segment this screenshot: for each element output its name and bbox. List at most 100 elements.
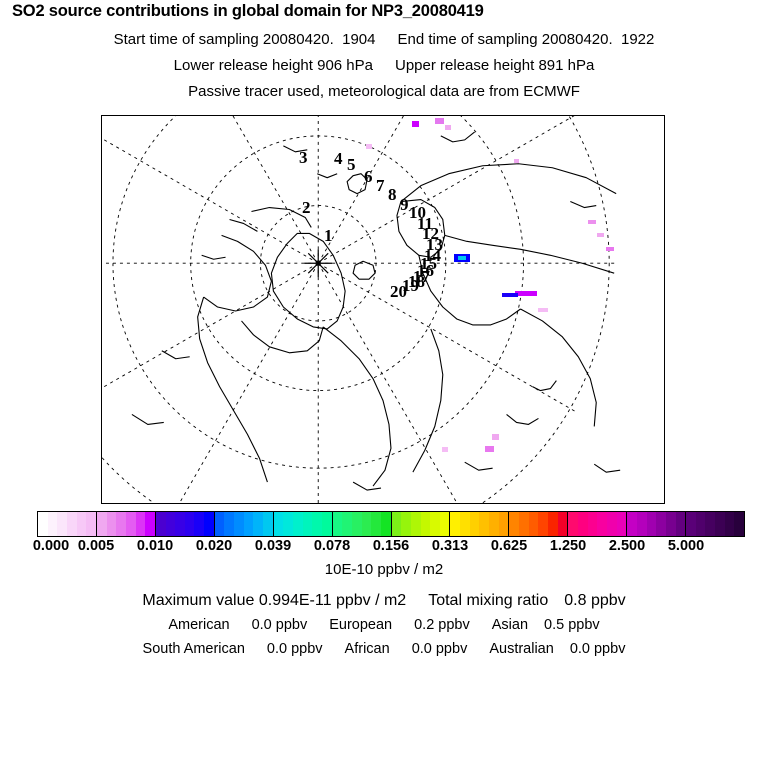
colorbar-step <box>116 512 126 536</box>
colorbar-step <box>312 512 322 536</box>
upper-release-value: 891 hPa <box>538 57 595 74</box>
colorbar-block-3 <box>214 512 274 536</box>
plume-cell-2 <box>445 125 451 130</box>
colorbar-step <box>538 512 548 536</box>
sampling-time-line: Start time of sampling 20080420. 1904 End… <box>0 31 768 48</box>
colorbar-step <box>548 512 558 536</box>
colorbar-tick-8: 0.625 <box>490 538 528 554</box>
coastlines <box>131 131 621 491</box>
colorbar-step <box>38 512 48 536</box>
colorbar-step <box>243 512 254 536</box>
trajectory-label-7: 7 <box>376 176 385 195</box>
plume-cell-13 <box>492 434 499 440</box>
colorbar[interactable] <box>37 511 745 537</box>
colorbar-step <box>627 512 637 536</box>
plume-cell-3 <box>366 144 372 149</box>
colorbar-step <box>204 512 214 536</box>
colorbar-step <box>715 512 725 536</box>
colorbar-step <box>253 512 264 536</box>
colorbar-tick-4: 0.039 <box>254 538 292 554</box>
colorbar-tick-1: 0.005 <box>77 538 115 554</box>
polar-map-plot[interactable]: 1 2 3 4 5 6 7 8 9 10 11 12 13 14 15 16 17 18 19 20 <box>101 115 665 504</box>
colorbar-step <box>686 512 696 536</box>
colorbar-step <box>498 512 509 536</box>
colorbar-step <box>489 512 499 536</box>
colorbar-step <box>302 512 313 536</box>
colorbar-step <box>606 512 617 536</box>
max-value-label: Maximum value <box>142 592 255 609</box>
region-label-asian: Asian <box>491 617 529 633</box>
lower-release-label: Lower release height <box>173 57 313 74</box>
region-value-african: 0.0 ppbv <box>411 641 468 657</box>
colorbar-step <box>695 512 706 536</box>
colorbar-step <box>460 512 470 536</box>
colorbar-step <box>321 512 332 536</box>
colorbar-tick-10: 2.500 <box>608 538 646 554</box>
colorbar-tick-5: 0.078 <box>313 538 351 554</box>
upper-release-label: Upper release height <box>395 57 535 74</box>
colorbar-step <box>214 512 225 536</box>
colorbar-step <box>125 512 136 536</box>
plume-cell-4 <box>514 159 519 163</box>
max-and-total-line: Maximum value 0.994E-11 ppbv / m2 Total m… <box>0 592 768 610</box>
map-graphics <box>102 116 621 503</box>
end-time-value: 20080420. 1922 <box>541 31 655 48</box>
colorbar-step <box>509 512 520 536</box>
colorbar-step <box>165 512 176 536</box>
trajectory-label-14: 14 <box>424 246 441 265</box>
trajectory-label-9: 9 <box>400 195 409 214</box>
colorbar-step <box>391 512 402 536</box>
colorbar-step <box>430 512 440 536</box>
end-time-label: End time of sampling <box>397 31 538 48</box>
start-time-value: 20080420. 1904 <box>262 31 376 48</box>
colorbar-block-4 <box>273 512 333 536</box>
colorbar-step <box>587 512 598 536</box>
colorbar-step <box>528 512 539 536</box>
trajectory-label-6: 6 <box>364 167 373 186</box>
colorbar-step <box>439 512 450 536</box>
colorbar-step <box>194 512 205 536</box>
region-value-south-american: 0.0 ppbv <box>266 641 323 657</box>
colorbar-step <box>724 512 735 536</box>
colorbar-step <box>342 512 352 536</box>
colorbar-tick-9: 1.250 <box>549 538 587 554</box>
colorbar-step <box>450 512 461 536</box>
colorbar-tick-3: 0.020 <box>195 538 233 554</box>
colorbar-step <box>293 512 303 536</box>
colorbar-block-6 <box>391 512 451 536</box>
region-value-american: 0.0 ppbv <box>251 617 308 633</box>
plume-cell-10 <box>515 291 537 296</box>
colorbar-step <box>96 512 107 536</box>
latitude-circles <box>102 116 610 503</box>
colorbar-step <box>568 512 578 536</box>
colorbar-step <box>420 512 431 536</box>
colorbar-step <box>224 512 235 536</box>
start-time-label: Start time of sampling <box>113 31 259 48</box>
trajectory-label-19: 19 <box>402 276 419 295</box>
colorbar-block-1 <box>96 512 156 536</box>
colorbar-block-11 <box>686 512 745 536</box>
colorbar-step <box>616 512 627 536</box>
colorbar-step <box>86 512 96 536</box>
colorbar-step <box>665 512 676 536</box>
plume-cell-14 <box>485 446 494 452</box>
colorbar-step <box>175 512 185 536</box>
total-mixing-ratio-label: Total mixing ratio <box>428 592 549 609</box>
plume-cell-7 <box>606 247 614 251</box>
colorbar-tick-labels: 0.000 0.005 0.010 0.020 0.039 0.078 0.156 0.313… <box>0 538 768 556</box>
trajectory-label-2: 2 <box>302 198 311 217</box>
release-point-star-icon <box>304 249 333 278</box>
colorbar-step <box>577 512 588 536</box>
colorbar-block-8 <box>509 512 569 536</box>
colorbar-step <box>57 512 67 536</box>
trajectory-label-13: 13 <box>426 235 443 254</box>
colorbar-step <box>135 512 146 536</box>
colorbar-tick-6: 0.156 <box>372 538 410 554</box>
colorbar-step <box>705 512 716 536</box>
colorbar-step <box>47 512 58 536</box>
trajectory-label-18: 18 <box>408 272 425 291</box>
colorbar-step <box>656 512 666 536</box>
colorbar-block-9 <box>568 512 628 536</box>
max-value: 0.994E-11 ppbv / m2 <box>258 592 407 609</box>
colorbar-block-7 <box>450 512 510 536</box>
